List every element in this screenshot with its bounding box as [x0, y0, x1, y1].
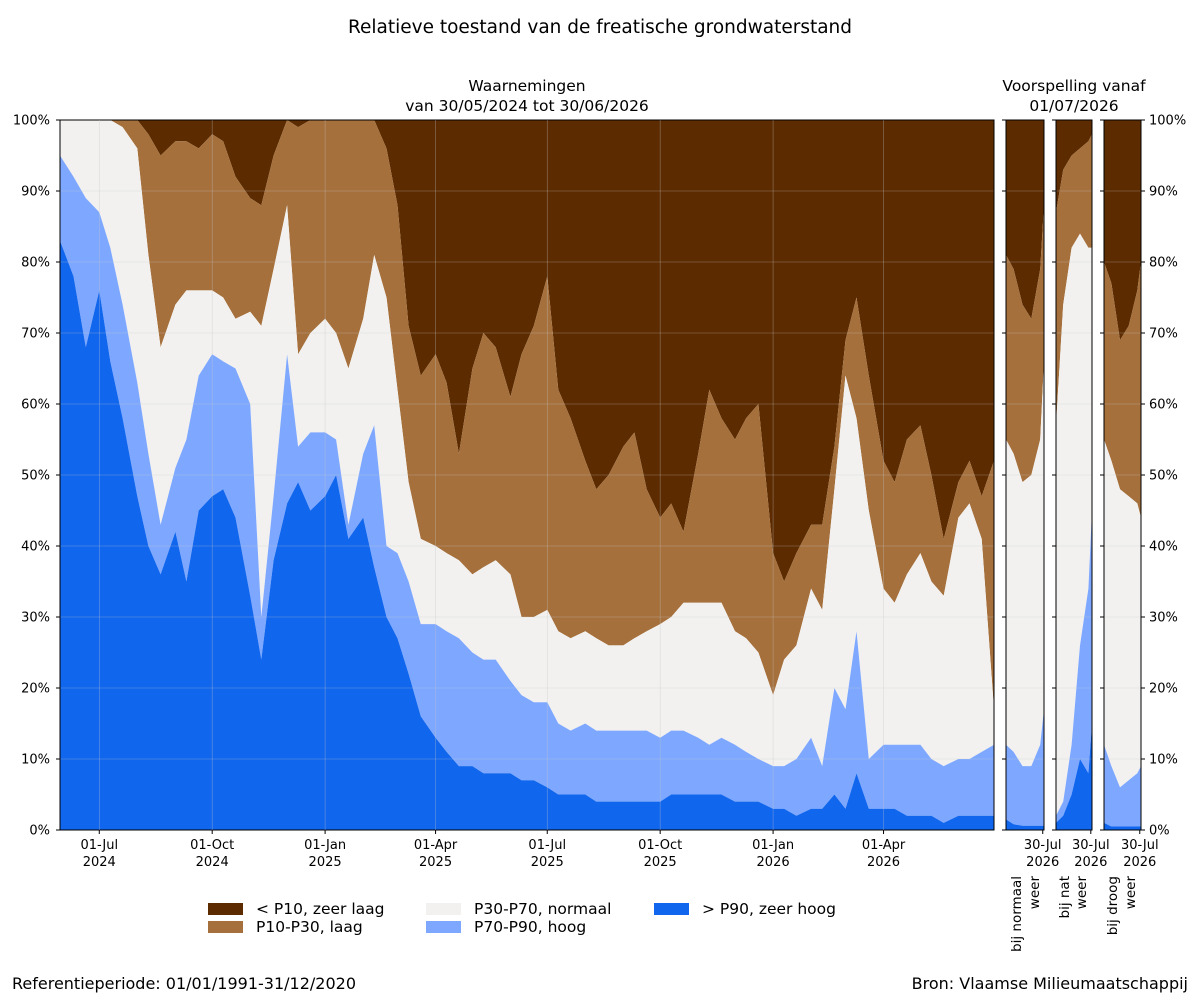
- legend-swatch-zeer-laag: [208, 903, 243, 915]
- observations-band-laag: [60, 120, 994, 710]
- forecast-droog-label-line-1: bij droog: [1105, 876, 1121, 935]
- forecast-normaal-xtick-label-0-line-2: 2026: [1026, 855, 1059, 870]
- forecast-nat-band-normaal: [1056, 233, 1092, 816]
- y-axis-left-label-4: 40%: [21, 540, 50, 555]
- legend-label-normaal: P30-P70, normaal: [474, 900, 612, 918]
- observations-title: Waarnemingen van 30/05/2024 tot 30/06/20…: [327, 76, 727, 116]
- forecast-nat-label-line-2: weer: [1074, 876, 1090, 910]
- forecast-droog-xtick-label-0-line-1: 30-Jul: [1121, 838, 1159, 853]
- legend-label-hoog: P70-P90, hoog: [474, 918, 587, 936]
- y-axis-left-label-1: 10%: [21, 753, 50, 768]
- y-axis-left-label-2: 20%: [21, 682, 50, 697]
- y-axis-right-label-7: 70%: [1149, 327, 1178, 342]
- forecast-droog-band-hoog: [1104, 744, 1141, 827]
- observations-band-hoog: [60, 155, 994, 823]
- y-axis-left-label-10: 100%: [13, 114, 50, 129]
- y-axis-left-label-8: 80%: [21, 256, 50, 271]
- legend-item-hoog: P70-P90, hoog: [426, 918, 586, 936]
- legend-swatch-normaal: [426, 903, 461, 915]
- legend-label-zeer-laag: < P10, zeer laag: [256, 900, 385, 918]
- legend-label-zeer-hoog: > P90, zeer hoog: [702, 900, 836, 918]
- y-axis-right-label-5: 50%: [1149, 469, 1178, 484]
- y-axis-right-label-2: 20%: [1149, 682, 1178, 697]
- observations-xtick-label-5-line-2: 2025: [644, 855, 677, 870]
- forecast-droog-band-laag: [1104, 262, 1141, 518]
- observations-xtick-label-7-line-1: 01-Apr: [862, 838, 906, 853]
- forecast-droog-xtick-label-0-line-2: 2026: [1123, 855, 1156, 870]
- forecast-nat-band-zeer-hoog: [1056, 723, 1092, 830]
- y-axis-left-label-3: 30%: [21, 611, 50, 626]
- forecast-normaal-band-laag: [1006, 205, 1044, 483]
- observations-xtick-label-4-line-1: 01-Jul: [528, 838, 566, 853]
- forecast-nat-label-line-1: bij nat: [1057, 876, 1073, 918]
- forecast-normaal-band-zeer-laag: [1006, 120, 1044, 319]
- observations-xtick-label-4-line-2: 2025: [531, 855, 564, 870]
- observations-band-normaal: [60, 120, 994, 767]
- observations-title-line-2: van 30/05/2024 tot 30/06/2026: [405, 97, 649, 115]
- observations-xtick-label-1-line-1: 01-Oct: [190, 838, 234, 853]
- forecast-nat-band-laag: [1056, 134, 1092, 426]
- forecast-droog-label-line-2: weer: [1123, 876, 1139, 910]
- legend-item-zeer-hoog: > P90, zeer hoog: [654, 900, 836, 918]
- forecast-droog-band-zeer-hoog: [1104, 822, 1141, 830]
- legend-item-normaal: P30-P70, normaal: [426, 900, 611, 918]
- forecast-nat-xtick-label-0-line-1: 30-Jul: [1072, 838, 1110, 853]
- observations-band-zeer-hoog: [60, 240, 994, 830]
- observations-xtick-label-0-line-2: 2024: [83, 855, 116, 870]
- observations-xtick-label-7-line-2: 2026: [867, 855, 900, 870]
- legend-label-laag: P10-P30, laag: [256, 918, 363, 936]
- y-axis-left-label-7: 70%: [21, 327, 50, 342]
- reference-period: Referentieperiode: 01/01/1991-31/12/2020: [12, 974, 356, 993]
- y-axis-left-label-0: 0%: [29, 824, 50, 839]
- observations-xtick-label-6-line-1: 01-Jan: [752, 838, 794, 853]
- forecast-normaal-label-line-1: bij normaal: [1009, 876, 1025, 952]
- observations-xtick-label-3-line-1: 01-Apr: [414, 838, 458, 853]
- forecast-nat-band-hoog: [1056, 510, 1092, 823]
- observations-band-zeer-laag: [60, 120, 994, 582]
- legend-swatch-laag: [208, 921, 243, 933]
- observations-xtick-label-2-line-2: 2025: [309, 855, 342, 870]
- forecast-title: Voorspelling vanaf 01/07/2026: [974, 76, 1174, 116]
- forecast-normaal-band-zeer-hoog: [1006, 819, 1044, 830]
- forecast-nat-xtick-label-0-line-2: 2026: [1074, 855, 1107, 870]
- observations-xtick-label-0-line-1: 01-Jul: [80, 838, 118, 853]
- observations-xtick-label-2-line-1: 01-Jan: [304, 838, 346, 853]
- legend-swatch-zeer-hoog: [654, 903, 689, 915]
- forecast-nat-band-zeer-laag: [1056, 120, 1092, 213]
- forecast-title-line-2: 01/07/2026: [1029, 97, 1119, 115]
- forecast-normaal-xtick-label-0-line-1: 30-Jul: [1024, 838, 1062, 853]
- forecast-normaal-band-hoog: [1006, 709, 1044, 826]
- y-axis-right-label-3: 30%: [1149, 611, 1178, 626]
- y-axis-right-label-4: 40%: [1149, 540, 1178, 555]
- forecast-droog-band-zeer-laag: [1104, 120, 1141, 341]
- y-axis-left-label-6: 60%: [21, 398, 50, 413]
- y-axis-right-label-1: 10%: [1149, 753, 1178, 768]
- observations-xtick-label-6-line-2: 2026: [757, 855, 790, 870]
- legend-item-zeer-laag: < P10, zeer laag: [208, 900, 385, 918]
- y-axis-left-label-5: 50%: [21, 469, 50, 484]
- observations-xtick-label-5-line-1: 01-Oct: [638, 838, 682, 853]
- y-axis-right-label-8: 80%: [1149, 256, 1178, 271]
- forecast-normaal-band-normaal: [1006, 361, 1044, 767]
- y-axis-left-label-9: 90%: [21, 185, 50, 200]
- legend: < P10, zeer laag P10-P30, laag P30-P70, …: [208, 900, 908, 940]
- legend-item-laag: P10-P30, laag: [208, 918, 363, 936]
- y-axis-right-label-6: 60%: [1149, 398, 1178, 413]
- forecast-title-line-1: Voorspelling vanaf: [1002, 77, 1146, 95]
- y-axis-right-label-9: 90%: [1149, 185, 1178, 200]
- observations-xtick-label-3-line-2: 2025: [419, 855, 452, 870]
- y-axis-right-label-10: 100%: [1149, 114, 1186, 129]
- chart-title: Relatieve toestand van de freatische gro…: [347, 17, 853, 38]
- legend-swatch-hoog: [426, 921, 461, 933]
- y-axis-right-label-0: 0%: [1149, 824, 1170, 839]
- forecast-droog-band-normaal: [1104, 439, 1141, 788]
- observations-xtick-label-1-line-2: 2024: [196, 855, 229, 870]
- forecast-normaal-label-line-2: weer: [1027, 876, 1043, 910]
- source-credit: Bron: Vlaamse Milieumaatschappij: [911, 974, 1188, 993]
- observations-title-line-1: Waarnemingen: [468, 77, 586, 95]
